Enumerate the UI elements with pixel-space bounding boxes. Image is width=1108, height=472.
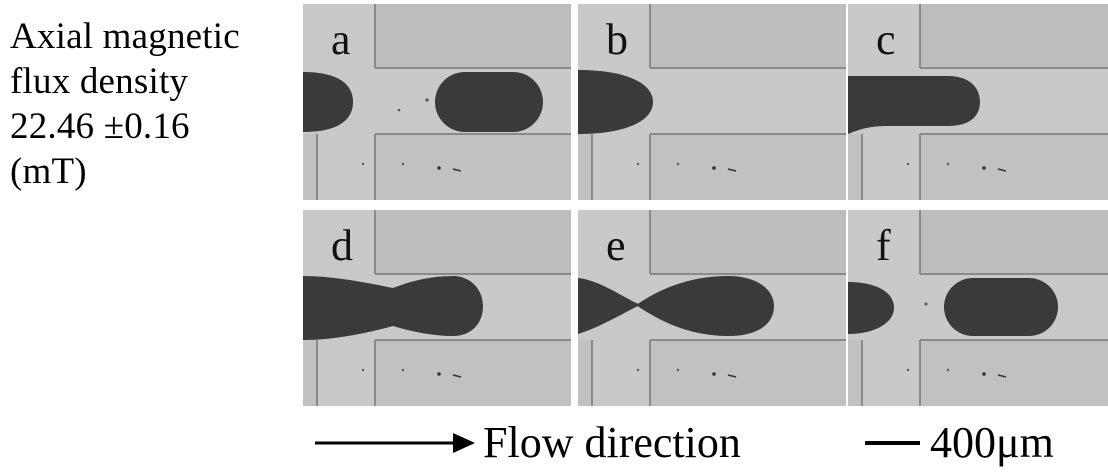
magnetic-flux-density-caption: Axial magnetic flux density 22.46 ±0.16 …: [10, 14, 295, 194]
micrograph-b-image: [578, 4, 846, 200]
scale-bar-label: 400μm: [930, 418, 1054, 467]
flow-direction-legend: Flow direction: [315, 418, 741, 468]
caption-line-4: (mT): [10, 151, 87, 192]
micrograph-panel-b: b: [578, 4, 846, 200]
micrograph-e-image: [578, 210, 846, 406]
micrograph-a-image: [303, 4, 571, 200]
flow-direction-label: Flow direction: [483, 418, 741, 467]
panel-label-c: c: [876, 15, 896, 64]
panel-label-b: b: [606, 15, 628, 64]
micrograph-d-image: [303, 210, 571, 406]
caption-line-2: flux density: [10, 61, 189, 102]
micrograph-f-image: [848, 210, 1108, 406]
panel-label-d: d: [331, 221, 353, 270]
micrograph-panel-e: e: [578, 210, 846, 406]
scale-bar: [865, 441, 920, 445]
panel-label-f: f: [876, 221, 891, 270]
right-arrow-icon: [315, 433, 475, 453]
micrograph-panel-f: f: [848, 210, 1108, 406]
panel-label-e: e: [606, 221, 626, 270]
scale-bar-legend: 400μm: [865, 418, 1054, 468]
micrograph-c-image: [848, 4, 1108, 200]
micrograph-panel-d: d: [303, 210, 571, 406]
panel-label-a: a: [331, 15, 351, 64]
caption-line-3: 22.46 ±0.16: [10, 106, 190, 147]
caption-line-1: Axial magnetic: [10, 16, 240, 57]
micrograph-panel-c: c: [848, 4, 1108, 200]
micrograph-panel-a: a: [303, 4, 571, 200]
